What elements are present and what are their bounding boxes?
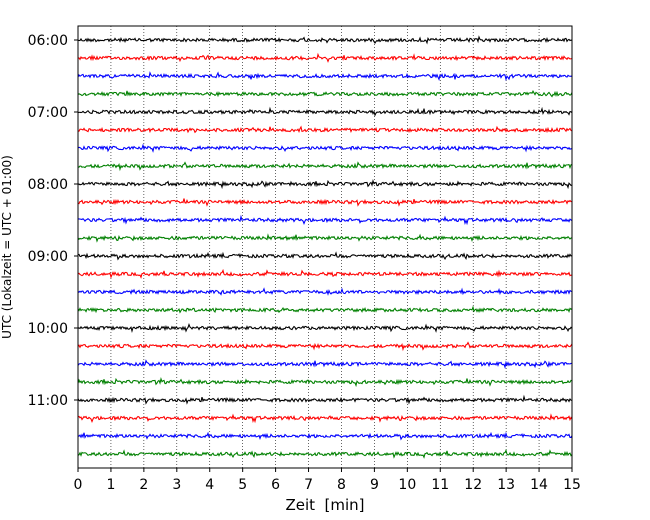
- x-axis-label: Zeit [min]: [285, 496, 364, 514]
- x-tick-label: 3: [172, 477, 181, 493]
- x-tick-label: 5: [238, 477, 247, 493]
- trace-1130: [77, 431, 573, 441]
- x-tick-label: 8: [337, 477, 346, 493]
- y-tick-label: 07:00: [28, 105, 68, 121]
- trace-0930: [77, 287, 573, 296]
- plot-background: [78, 26, 572, 468]
- trace-0730: [77, 143, 573, 153]
- y-tick-label: 11:00: [28, 393, 68, 409]
- x-tick-label: 15: [563, 477, 581, 493]
- x-tick-label: 0: [74, 477, 83, 493]
- trace-0800: [77, 179, 573, 190]
- y-tick-label: 09:00: [28, 249, 68, 265]
- trace-1030: [77, 359, 573, 370]
- trace-0830: [77, 214, 573, 226]
- y-axis-label: UTC (Lokalzeit = UTC + 01:00): [0, 155, 14, 339]
- trace-0945: [77, 305, 573, 314]
- x-axis-ticks: 0 1 2 3 4 5 6 7 8 9 10 11 12 13 14 15: [74, 468, 581, 493]
- x-tick-label: 14: [530, 477, 548, 493]
- x-tick-label: 11: [431, 477, 449, 493]
- trace-0700: [77, 106, 573, 117]
- trace-0615: [77, 52, 573, 63]
- trace-1145: [77, 448, 573, 459]
- trace-0900: [77, 251, 573, 261]
- trace-0845: [77, 233, 573, 243]
- x-tick-label: 2: [139, 477, 148, 493]
- x-tick-label: 12: [464, 477, 482, 493]
- x-tick-label: 6: [271, 477, 280, 493]
- trace-0915: [77, 268, 573, 279]
- plot-frame: [77, 25, 573, 469]
- seismic-traces: [77, 35, 573, 459]
- y-tick-label: 06:00: [28, 33, 68, 49]
- y-tick-label: 08:00: [28, 177, 68, 193]
- trace-0630: [77, 71, 573, 82]
- x-tick-label: 7: [304, 477, 313, 493]
- trace-0645: [77, 89, 573, 98]
- trace-0600: [77, 35, 573, 45]
- x-tick-label: 9: [370, 477, 379, 493]
- trace-1115: [77, 413, 573, 424]
- trace-1045: [77, 377, 573, 388]
- trace-1100: [77, 394, 573, 405]
- y-axis-ticks: 06:00 07:00 08:00 09:00 10:00 11:00: [28, 33, 78, 409]
- x-tick-label: 10: [398, 477, 416, 493]
- x-tick-label: 1: [106, 477, 115, 493]
- trace-0715: [77, 125, 573, 134]
- y-tick-label: 10:00: [28, 321, 68, 337]
- trace-0815: [77, 198, 573, 207]
- trace-1000: [77, 322, 573, 334]
- x-tick-label: 13: [497, 477, 515, 493]
- trace-1015: [77, 341, 573, 352]
- trace-0745: [77, 161, 573, 172]
- x-tick-label: 4: [205, 477, 214, 493]
